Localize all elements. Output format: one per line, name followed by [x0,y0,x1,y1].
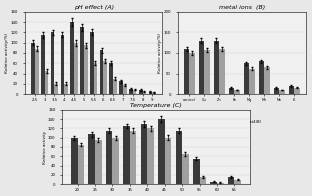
Bar [176,131,182,184]
Bar [143,92,146,94]
Bar [199,41,204,94]
Bar [71,138,78,184]
Bar [55,84,58,94]
Bar [244,63,249,94]
Bar [182,154,189,184]
Legend: rcat4(B), cat4(B): rcat4(B), cat4(B) [73,119,115,125]
Bar [193,159,200,184]
Title: metal ions  (B): metal ions (B) [219,5,265,10]
Bar [112,138,119,184]
Bar [64,84,68,94]
Bar [103,61,107,94]
Bar [149,92,152,94]
Bar [229,88,234,94]
Bar [289,86,294,94]
Bar [74,43,78,94]
Bar [228,177,234,184]
Bar [123,85,127,94]
Bar [165,138,171,184]
Bar [78,145,84,184]
Bar [158,119,165,184]
Bar [90,32,94,94]
Bar [294,88,300,94]
Bar [234,180,241,184]
Bar [259,61,264,94]
Bar [204,50,210,94]
Bar [41,35,45,94]
Bar [100,50,103,94]
Y-axis label: Relative activity(%): Relative activity(%) [158,33,162,73]
Bar [147,128,154,184]
Bar [94,63,97,94]
Bar [217,183,224,184]
Bar [106,131,112,184]
Bar [184,49,189,94]
Bar [45,71,48,94]
Bar [80,27,84,94]
Bar [200,177,206,184]
Bar [70,22,74,94]
Bar [35,49,39,94]
Bar [141,124,147,184]
Bar [84,45,88,94]
Bar [119,81,123,94]
Bar [249,69,255,94]
Title: pH effect (A): pH effect (A) [74,5,114,10]
Bar [214,41,219,94]
Bar [274,88,279,94]
Bar [51,32,55,94]
Y-axis label: Relative activity(%): Relative activity(%) [5,33,9,73]
Bar [31,43,35,94]
Bar [88,134,95,184]
Bar [113,79,117,94]
Bar [210,182,217,184]
Legend: rcat4(B), cat4(B): rcat4(B), cat4(B) [221,119,263,125]
Bar [264,67,270,94]
Y-axis label: Relative activity: Relative activity [42,130,46,164]
Bar [61,35,64,94]
Bar [129,89,133,94]
Bar [123,126,130,184]
Title: Temperature (C): Temperature (C) [130,103,182,108]
Bar [133,90,136,94]
Bar [130,131,136,184]
Bar [219,49,225,94]
Bar [189,53,195,94]
Bar [279,90,285,94]
Bar [139,90,143,94]
Bar [234,90,240,94]
Bar [95,140,102,184]
Bar [110,63,113,94]
Bar [152,92,156,94]
